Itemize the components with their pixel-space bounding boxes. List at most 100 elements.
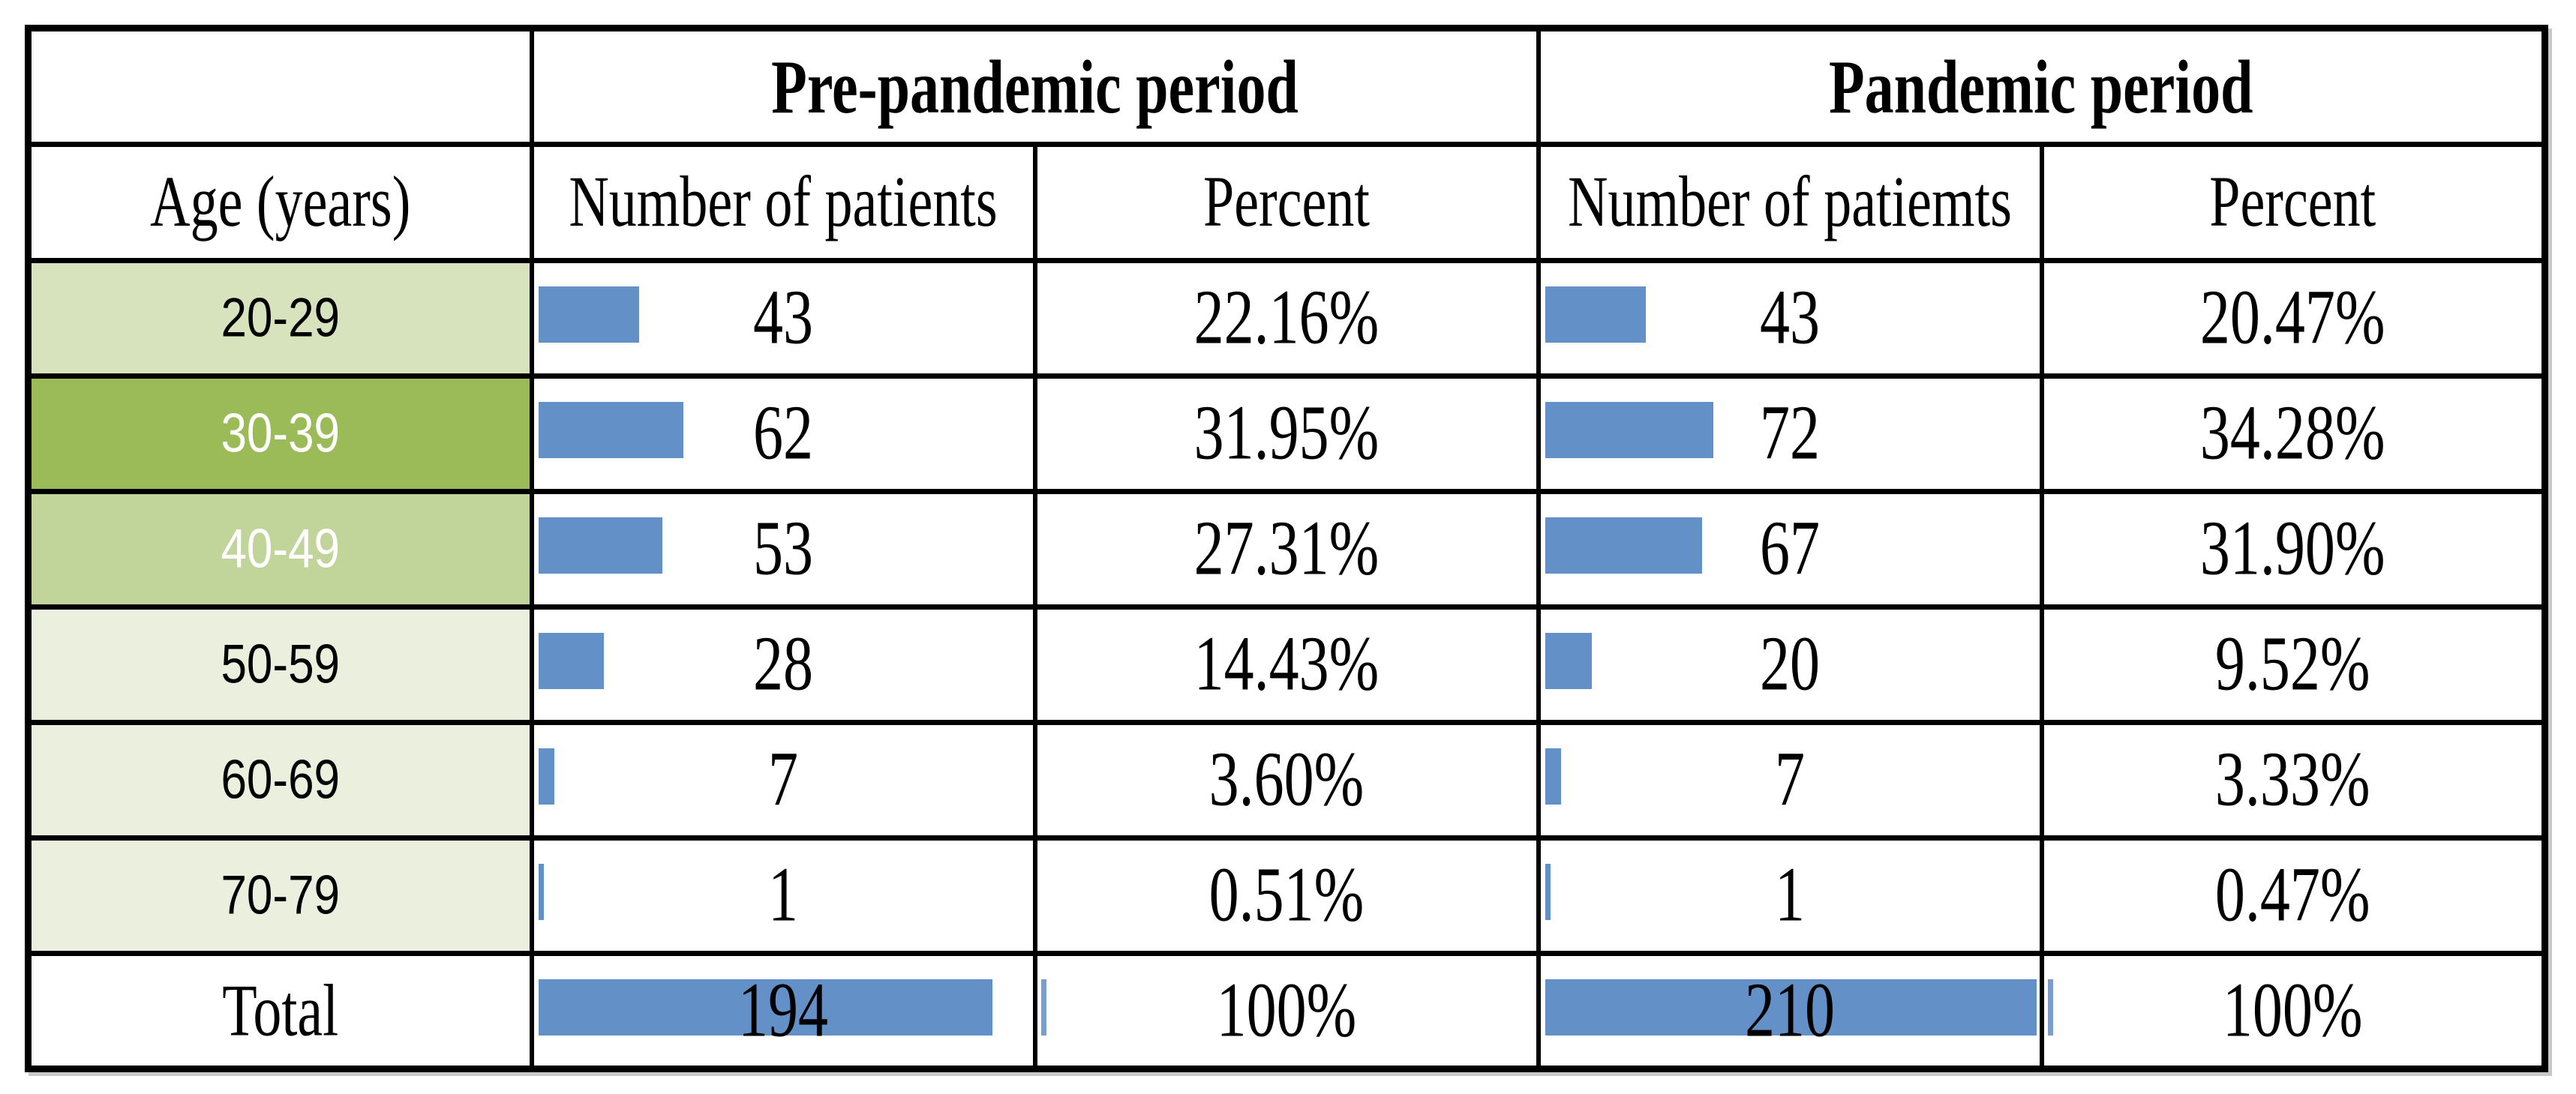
pan-percent-cell-20-29: 20.47% (2039, 258, 2547, 379)
pre-count-value: 28 (753, 621, 813, 708)
column-header-row: Age (years) Number of patients Percent N… (26, 142, 2547, 263)
pan-count-data-bar (1545, 517, 1702, 574)
pre-count-cell-60-69: 7 (529, 720, 1037, 841)
age-cell-total: Total (26, 951, 534, 1072)
pre-percent-value: 3.60% (1208, 736, 1365, 823)
pan-count-value: 72 (1760, 390, 1820, 477)
age-label: 60-69 (221, 749, 341, 811)
pan-count-data-bar (1545, 286, 1646, 343)
pandemic-period-header: Pandemic period (1536, 25, 2547, 147)
pan-count-value: 67 (1760, 505, 1820, 592)
table-header: Pre-pandemic period Pandemic period Age … (26, 25, 2547, 263)
pre-count-data-bar (538, 748, 555, 805)
pre-pandemic-period-label: Pre-pandemic period (771, 43, 1299, 129)
age-cell-70-79: 70-79 (26, 835, 534, 956)
pre-count-value: 194 (738, 967, 828, 1054)
pre-count-cell-20-29: 43 (529, 258, 1037, 379)
pan-count-data-bar (1545, 864, 1551, 920)
pre-count-cell-total: 194 (529, 951, 1037, 1072)
pre-count-data-bar (538, 517, 662, 574)
age-cell-60-69: 60-69 (26, 720, 534, 841)
pre-count-cell-70-79: 1 (529, 835, 1037, 956)
pan-count-value: 210 (1745, 967, 1835, 1054)
pre-percent-column-header: Percent (1032, 142, 1541, 263)
pan-percent-value: 9.52% (2214, 621, 2370, 708)
pan-percent-bar-tick (2047, 979, 2053, 1036)
age-cell-50-59: 50-59 (26, 604, 534, 725)
pan-percent-cell-50-59: 9.52% (2039, 604, 2547, 725)
table-row-30-39: 30-39 62 31.95% 72 34.28% (26, 373, 2547, 494)
pre-count-value: 53 (753, 505, 813, 592)
pre-count-cell-50-59: 28 (529, 604, 1037, 725)
pan-percent-column-label: Percent (2209, 162, 2376, 242)
table-row-50-59: 50-59 28 14.43% 20 9.52% (26, 604, 2547, 725)
pandemic-period-label: Pandemic period (1829, 43, 2253, 129)
pan-count-column-header: Number of patiemts (1536, 142, 2044, 263)
pre-percent-value: 22.16% (1193, 274, 1380, 361)
pan-count-data-bar (1545, 402, 1714, 458)
pan-count-value: 20 (1760, 621, 1820, 708)
pan-count-cell-50-59: 20 (1536, 604, 2044, 725)
age-label: Total (222, 969, 339, 1051)
table-row-40-49: 40-49 53 27.31% 67 31.90% (26, 489, 2547, 610)
pre-count-value: 1 (768, 852, 798, 939)
pre-count-cell-30-39: 62 (529, 373, 1037, 494)
pan-count-cell-20-29: 43 (1536, 258, 2044, 379)
pan-percent-value: 34.28% (2199, 390, 2385, 477)
pre-count-data-bar (538, 633, 604, 689)
age-label: 30-39 (221, 403, 341, 465)
pan-count-value: 1 (1775, 852, 1805, 939)
pan-percent-column-header: Percent (2039, 142, 2547, 263)
pan-count-data-bar (1545, 979, 2037, 1036)
pre-count-value: 7 (768, 736, 798, 823)
pan-percent-cell-40-49: 31.90% (2039, 489, 2547, 610)
pre-percent-cell-60-69: 3.60% (1032, 720, 1541, 841)
pan-count-data-bar (1545, 633, 1592, 689)
table-row-60-69: 60-69 7 3.60% 7 3.33% (26, 720, 2547, 841)
pan-count-cell-total: 210 (1536, 951, 2044, 1072)
table-body: 20-29 43 22.16% 43 20.47% 30-39 62 31.95% 72 34.2… (26, 258, 2547, 1072)
pan-count-cell-40-49: 67 (1536, 489, 2044, 610)
pre-pandemic-period-header: Pre-pandemic period (529, 25, 1541, 147)
period-header-row: Pre-pandemic period Pandemic period (26, 25, 2547, 147)
age-label: 70-79 (221, 865, 341, 927)
pre-count-data-bar (538, 286, 639, 343)
pan-count-cell-70-79: 1 (1536, 835, 2044, 956)
pre-percent-value: 14.43% (1193, 621, 1380, 708)
age-cell-30-39: 30-39 (26, 373, 534, 494)
age-cell-20-29: 20-29 (26, 258, 534, 379)
table-row-70-79: 70-79 1 0.51% 1 0.47% (26, 835, 2547, 956)
age-distribution-table: Pre-pandemic period Pandemic period Age … (25, 25, 2548, 1072)
pan-count-value: 43 (1760, 274, 1820, 361)
corner-cell (26, 25, 534, 147)
pre-percent-bar-tick (1040, 979, 1046, 1036)
pan-count-cell-30-39: 72 (1536, 373, 2044, 494)
age-column-label: Age (years) (150, 162, 411, 242)
pre-percent-value: 31.95% (1193, 390, 1380, 477)
pre-count-data-bar (538, 864, 544, 920)
pre-count-column-header: Number of patients (529, 142, 1037, 263)
pre-count-cell-40-49: 53 (529, 489, 1037, 610)
pan-percent-cell-60-69: 3.33% (2039, 720, 2547, 841)
pre-count-value: 43 (753, 274, 813, 361)
pan-percent-value: 20.47% (2199, 274, 2385, 361)
age-label: 40-49 (221, 518, 341, 580)
pre-count-column-label: Number of patients (569, 162, 998, 242)
age-cell-40-49: 40-49 (26, 489, 534, 610)
pre-percent-cell-40-49: 27.31% (1032, 489, 1541, 610)
pan-percent-value: 0.47% (2214, 852, 2370, 939)
pre-percent-cell-20-29: 22.16% (1032, 258, 1541, 379)
pan-percent-value: 100% (2222, 967, 2363, 1054)
pre-percent-value: 0.51% (1208, 852, 1365, 939)
pre-percent-cell-total: 100% (1032, 951, 1541, 1072)
pre-percent-value: 27.31% (1193, 505, 1380, 592)
pan-count-column-label: Number of patiemts (1568, 162, 2012, 242)
age-column-header: Age (years) (26, 142, 534, 263)
pre-percent-cell-50-59: 14.43% (1032, 604, 1541, 725)
table-row-total: Total 194 100% 210 100% (26, 951, 2547, 1072)
pre-count-data-bar (538, 979, 993, 1036)
pre-count-data-bar (538, 402, 684, 458)
pan-percent-cell-total: 100% (2039, 951, 2547, 1072)
pre-percent-value: 100% (1216, 967, 1357, 1054)
pre-count-value: 62 (753, 390, 813, 477)
